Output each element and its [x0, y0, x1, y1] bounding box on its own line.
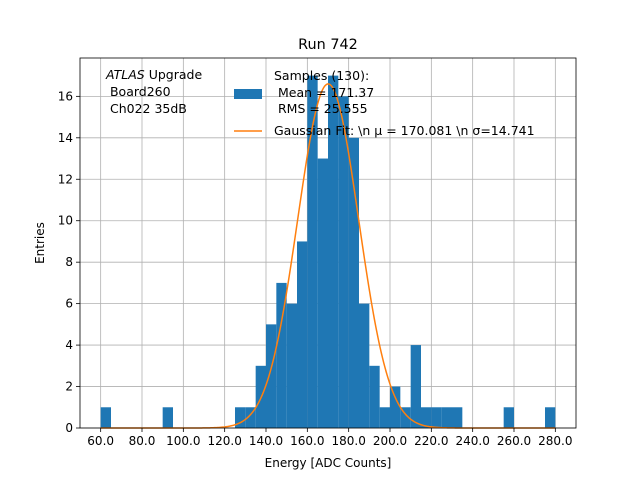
histogram-bar-16: [379, 407, 390, 428]
legend-hist-line-2: Mean = 171.37: [274, 85, 374, 100]
histogram-bar-0: [100, 407, 111, 428]
y-tick-label-0: 0: [65, 421, 73, 435]
histogram-bar-9: [307, 75, 318, 428]
histogram-bar-24: [503, 407, 514, 428]
histogram-bar-13: [348, 137, 359, 428]
plot-frame: [79, 57, 577, 429]
histogram-bar-7: [286, 303, 297, 428]
legend-hist-patch: [234, 89, 262, 99]
x-tick-label-0: 60.0: [87, 434, 114, 448]
x-tick-label-11: 280.0: [538, 434, 572, 448]
y-tick-label-5: 10: [58, 214, 73, 228]
y-tick-label-1: 2: [65, 380, 73, 394]
legend-hist-line-3: RMS = 25.555: [274, 101, 368, 116]
y-tick-label-2: 4: [65, 338, 73, 352]
x-axis-ticks: 60.0 80.0 100.0 120.0 140.0 160.0 180.0 200.0 22…: [87, 428, 573, 448]
x-tick-label-9: 240.0: [455, 434, 489, 448]
annotation-channel: Ch022 35dB: [106, 101, 187, 116]
x-tick-label-5: 160.0: [290, 434, 324, 448]
histogram-bar-21: [431, 407, 442, 428]
histogram-bar-14: [359, 303, 370, 428]
x-tick-label-1: 80.0: [129, 434, 156, 448]
x-axis-label: Energy [ADC Counts]: [265, 456, 392, 470]
histogram-bar-18: [400, 407, 411, 428]
x-tick-label-6: 180.0: [331, 434, 365, 448]
chart-title: Run 742: [298, 37, 358, 53]
legend: Samples (130): Mean = 171.37 RMS = 25.55…: [234, 68, 535, 138]
x-tick-label-3: 120.0: [207, 434, 241, 448]
annotation-board: Board260: [106, 84, 171, 99]
histogram-bars: [100, 75, 556, 428]
x-tick-label-4: 140.0: [249, 434, 283, 448]
legend-hist-line-1: Samples (130):: [274, 68, 369, 83]
histogram-bar-17: [390, 386, 401, 428]
x-tick-label-8: 220.0: [414, 434, 448, 448]
histogram-bar-1: [162, 407, 173, 428]
annotation-block: ATLAS Upgrade Board260 Ch022 35dB: [105, 67, 202, 116]
legend-fit-label: Gaussian Fit: \n μ = 170.081 \n σ=14.741: [274, 123, 535, 138]
histogram-bar-15: [369, 365, 380, 428]
histogram-bar-22: [441, 407, 452, 428]
histogram-bar-3: [245, 407, 256, 428]
y-axis-label: Entries: [33, 222, 47, 264]
y-tick-label-8: 16: [58, 89, 73, 103]
y-tick-label-3: 6: [65, 297, 73, 311]
histogram-bar-10: [317, 158, 328, 428]
histogram-bar-12: [338, 96, 349, 428]
y-tick-label-7: 14: [58, 131, 73, 145]
histogram-bar-2: [235, 407, 246, 428]
histogram-bar-23: [452, 407, 463, 428]
x-tick-label-10: 260.0: [497, 434, 531, 448]
y-axis-ticks: 0 2 4 6 8 10 12 14 16: [58, 89, 80, 435]
y-tick-label-6: 12: [58, 172, 73, 186]
histogram-bar-20: [421, 407, 432, 428]
histogram-bar-6: [276, 282, 287, 428]
x-tick-label-7: 200.0: [373, 434, 407, 448]
annotation-upgrade: Upgrade: [145, 67, 203, 82]
annotation-atlas: ATLAS: [105, 67, 145, 82]
histogram-bar-19: [410, 345, 421, 428]
histogram-bar-25: [545, 407, 556, 428]
annotation-line-1: ATLAS Upgrade: [105, 67, 202, 82]
histogram-bar-11: [328, 75, 339, 428]
histogram-bar-8: [297, 241, 308, 428]
x-tick-label-2: 100.0: [166, 434, 200, 448]
y-tick-label-4: 8: [65, 255, 73, 269]
histogram-bar-5: [266, 324, 277, 428]
